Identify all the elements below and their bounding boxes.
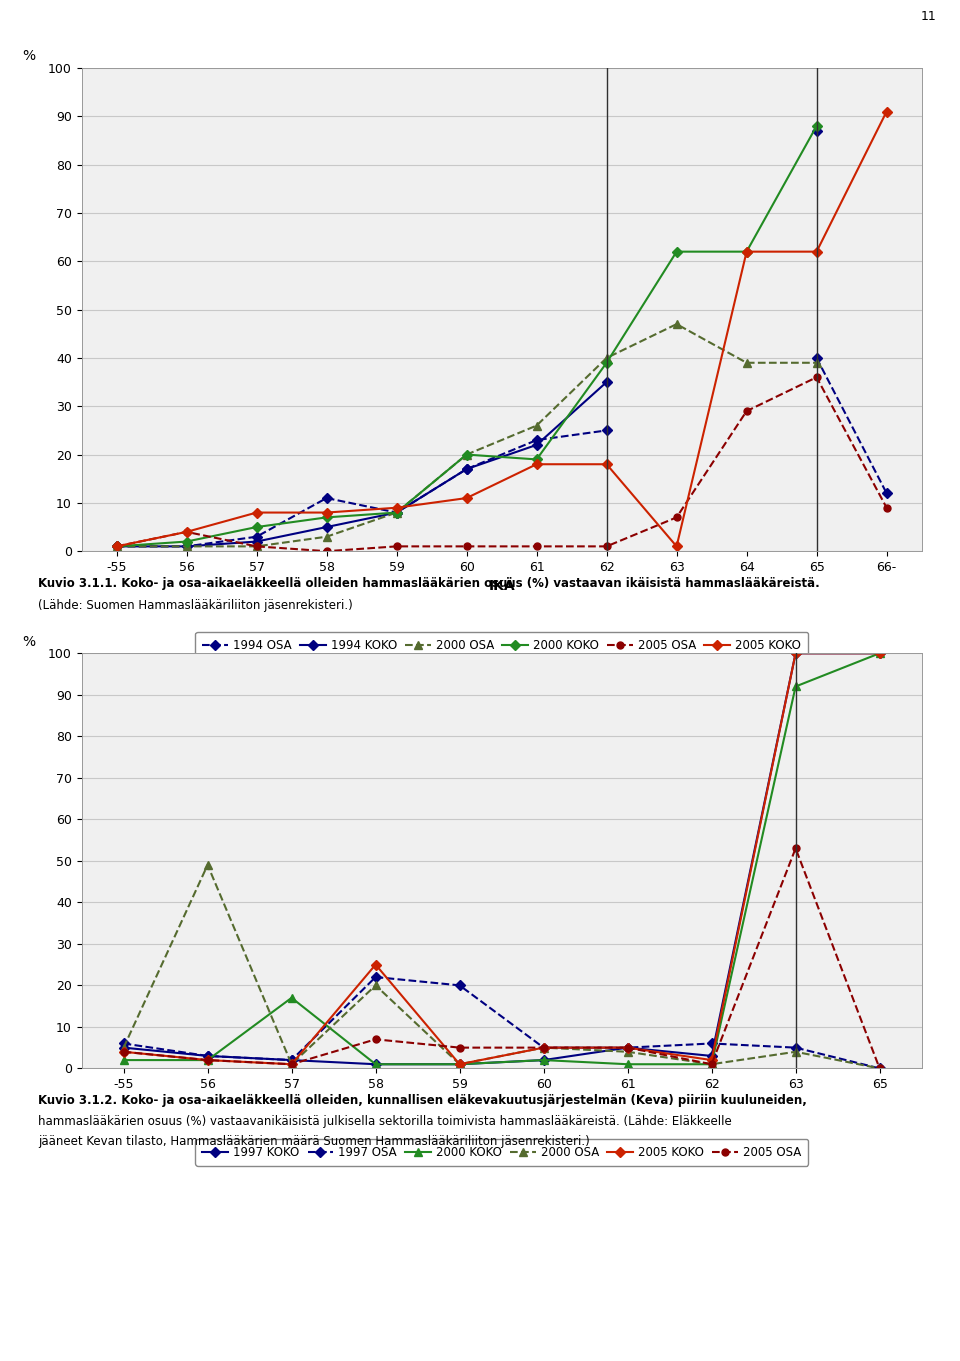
Text: Kuvio 3.1.2. Koko- ja osa-aikaeläkkeellä olleiden, kunnallisen eläkevakuutusjärj: Kuvio 3.1.2. Koko- ja osa-aikaeläkkeellä… [38, 1094, 807, 1108]
Text: hammaslääkärien osuus (%) vastaavanikäisistä julkisella sektorilla toimivista ha: hammaslääkärien osuus (%) vastaavanikäis… [38, 1115, 732, 1128]
Text: %: % [22, 636, 36, 649]
Text: (Lähde: Suomen Hammaslääkäriliiton jäsenrekisteri.): (Lähde: Suomen Hammaslääkäriliiton jäsen… [38, 599, 353, 612]
X-axis label: IKÄ: IKÄ [489, 580, 515, 593]
Text: jääneet Kevan tilasto, Hammaslääkärien määrä Suomen Hammaslääkäriliiton jäsenrek: jääneet Kevan tilasto, Hammaslääkärien m… [38, 1135, 590, 1149]
Text: Kuvio 3.1.1. Koko- ja osa-aikaeläkkeellä olleiden hammaslääkärien osuus (%) vast: Kuvio 3.1.1. Koko- ja osa-aikaeläkkeellä… [38, 577, 820, 591]
Legend: 1994 OSA, 1994 KOKO, 2000 OSA, 2000 KOKO, 2005 OSA, 2005 KOKO: 1994 OSA, 1994 KOKO, 2000 OSA, 2000 KOKO… [195, 632, 808, 659]
Text: 11: 11 [921, 10, 936, 23]
Text: %: % [22, 49, 36, 63]
Legend: 1997 KOKO, 1997 OSA, 2000 KOKO, 2000 OSA, 2005 KOKO, 2005 OSA: 1997 KOKO, 1997 OSA, 2000 KOKO, 2000 OSA… [195, 1139, 808, 1166]
